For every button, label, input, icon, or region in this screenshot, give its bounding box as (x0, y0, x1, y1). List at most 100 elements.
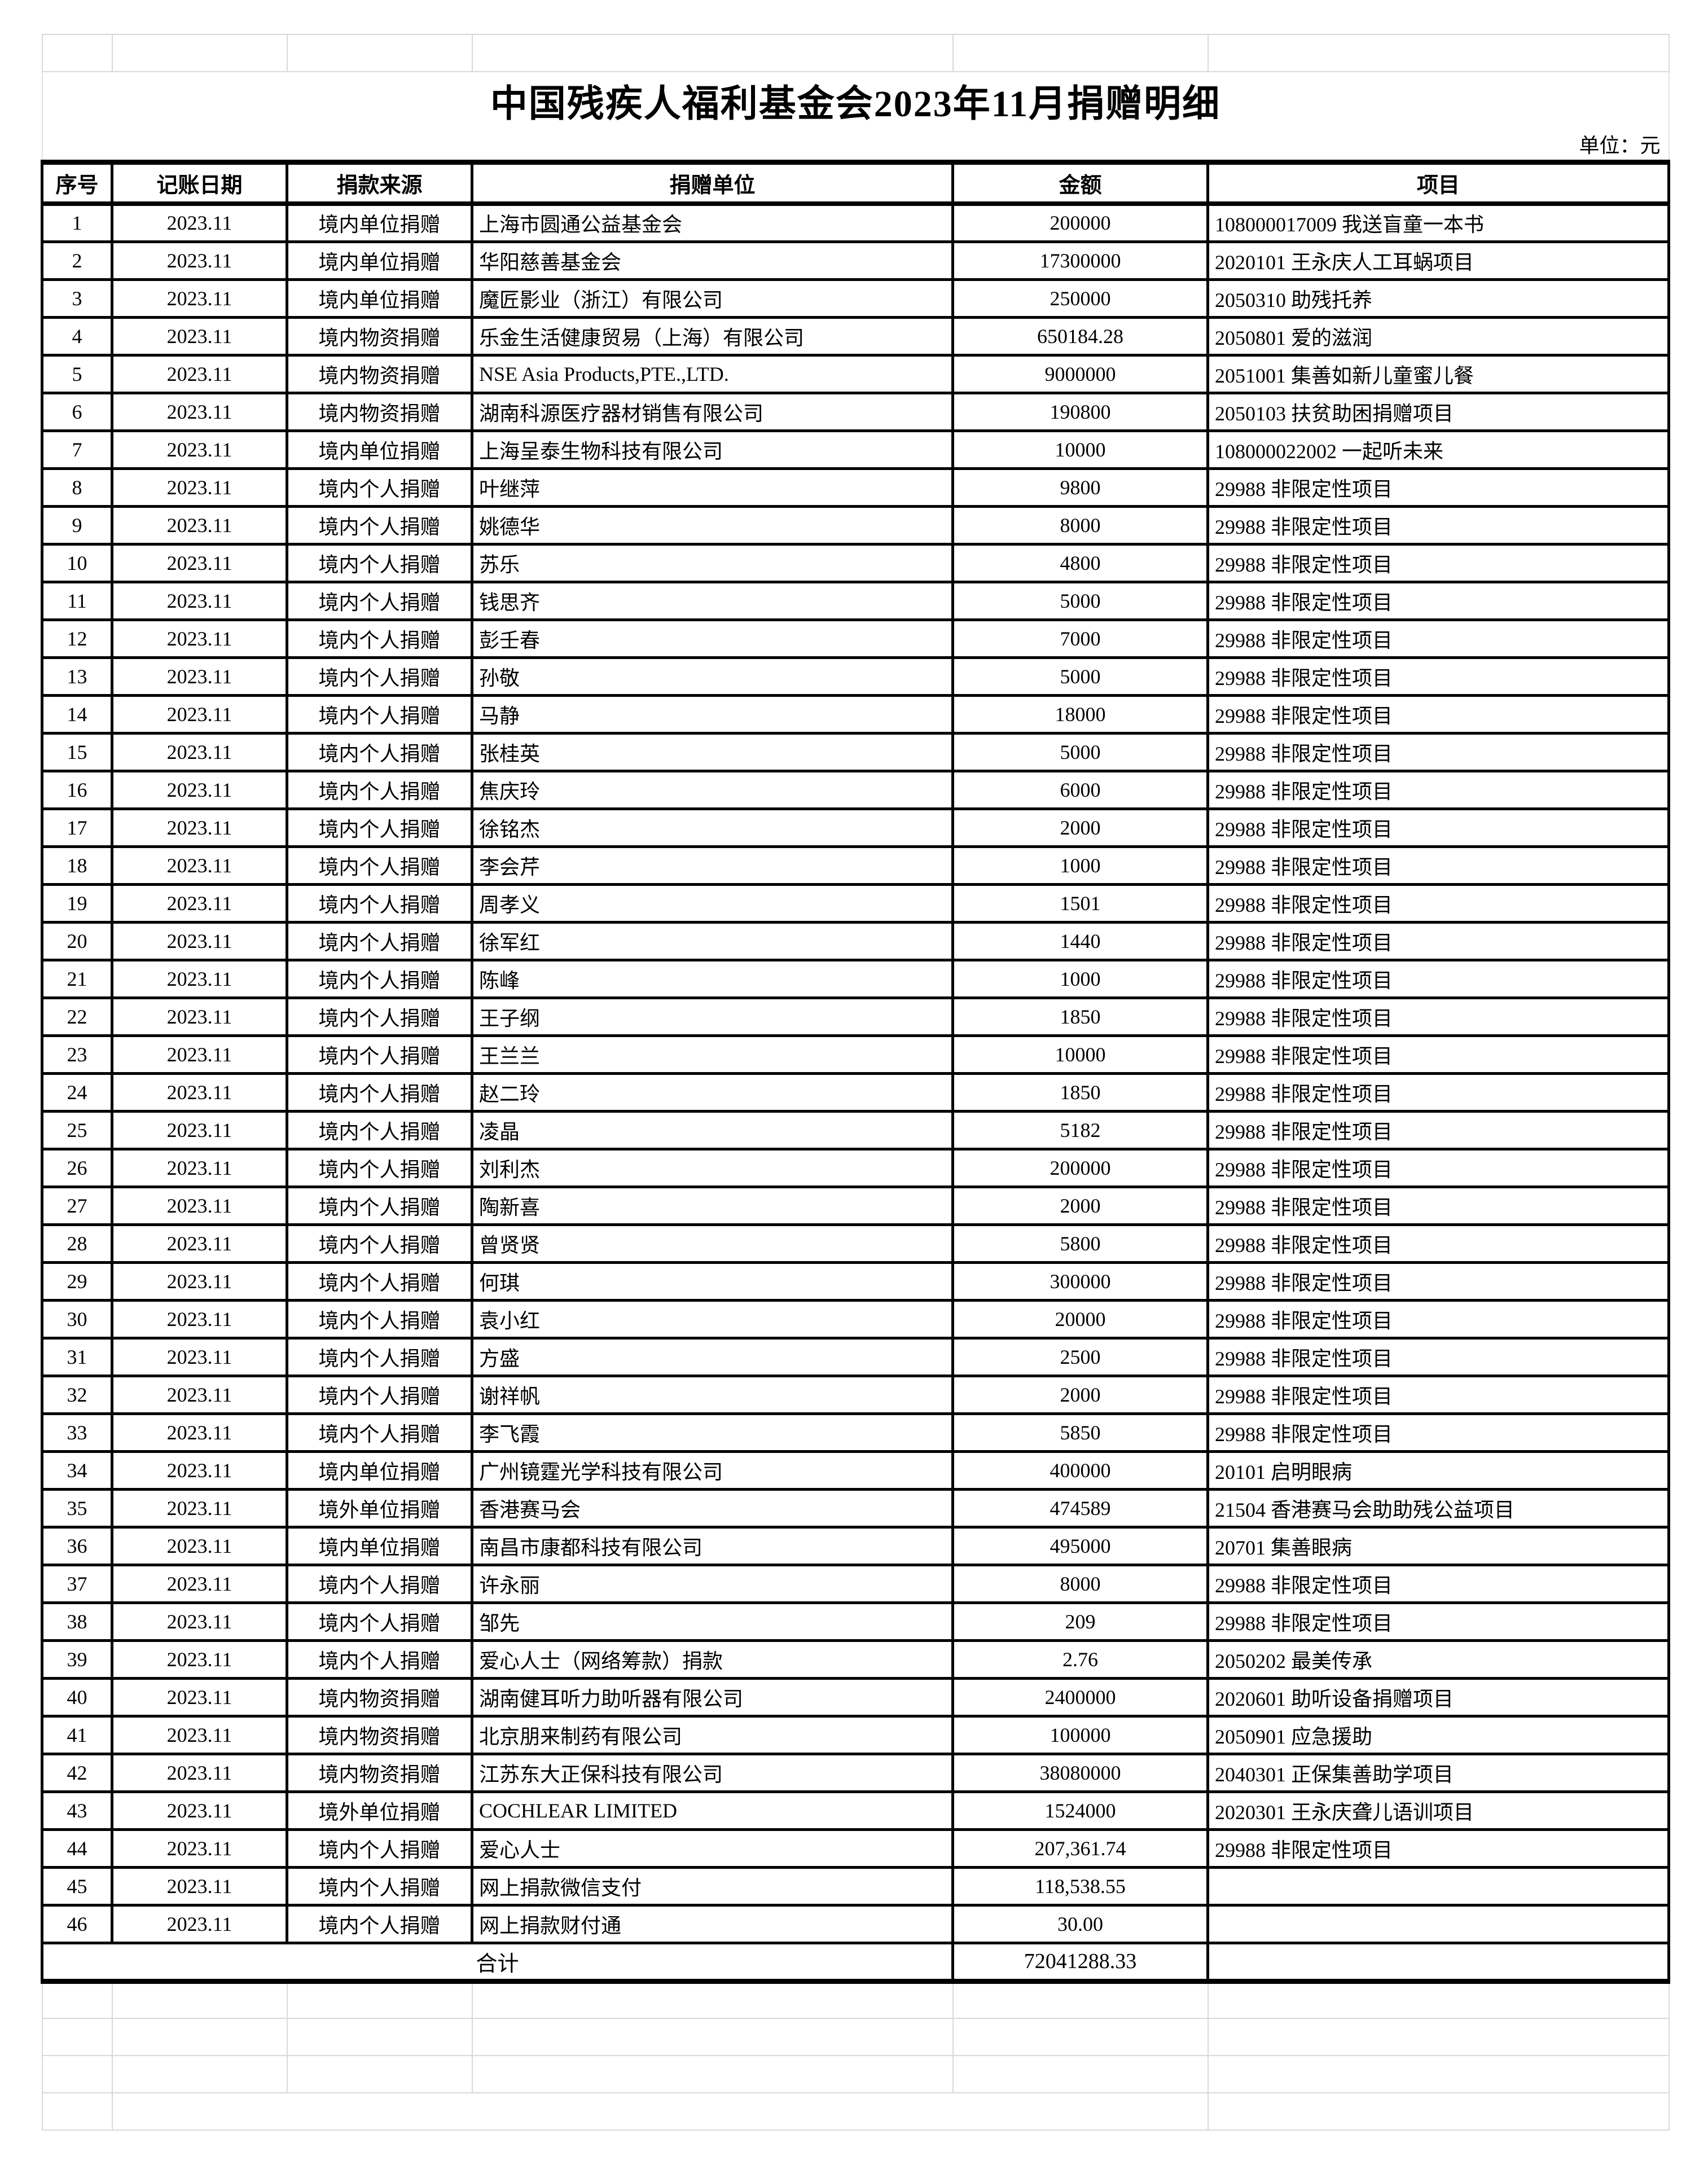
row-date: 2023.11 (111, 1261, 288, 1302)
row-date: 2023.11 (111, 1147, 288, 1188)
row-amount: 400000 (951, 1450, 1209, 1491)
row-project: 29988 非限定性项目 (1206, 1185, 1670, 1226)
empty-cell (952, 2018, 1209, 2056)
row-date: 2023.11 (111, 1298, 288, 1340)
row-date: 2023.11 (111, 1487, 288, 1529)
row-date: 2023.11 (111, 1450, 288, 1491)
row-date: 2023.11 (111, 391, 288, 432)
row-number: 12 (41, 618, 113, 659)
row-project (1206, 1865, 1670, 1907)
row-amount: 1000 (951, 845, 1209, 886)
empty-cell (952, 2055, 1209, 2093)
row-number: 41 (41, 1714, 113, 1755)
row-amount: 209 (951, 1601, 1209, 1642)
row-date: 2023.11 (111, 1374, 288, 1415)
row-amount: 1850 (951, 1072, 1209, 1113)
row-donor: 彭壬春 (471, 618, 954, 659)
row-number: 35 (41, 1487, 113, 1529)
row-number: 19 (41, 882, 113, 924)
row-date: 2023.11 (111, 656, 288, 697)
row-date: 2023.11 (111, 1412, 288, 1453)
empty-cell (1207, 2092, 1670, 2131)
row-source: 境内单位捐赠 (286, 1525, 473, 1566)
col-header-amount: 金额 (951, 159, 1209, 206)
empty-cell (471, 2018, 954, 2056)
row-date: 2023.11 (111, 845, 288, 886)
row-date: 2023.11 (111, 504, 288, 546)
row-project: 29988 非限定性项目 (1206, 1374, 1670, 1415)
row-source: 境内个人捐赠 (286, 1147, 473, 1188)
row-donor: 王兰兰 (471, 1034, 954, 1075)
row-source: 境内个人捐赠 (286, 1034, 473, 1075)
row-number: 34 (41, 1450, 113, 1491)
row-date: 2023.11 (111, 1639, 288, 1680)
row-number: 46 (41, 1903, 113, 1944)
row-source: 境内个人捐赠 (286, 656, 473, 697)
empty-cell (952, 34, 1209, 72)
row-donor: 湖南科源医疗器材销售有限公司 (471, 391, 954, 432)
empty-cell (41, 2092, 113, 2131)
row-project: 29988 非限定性项目 (1206, 467, 1670, 508)
empty-cell (1207, 1981, 1670, 2019)
row-source: 境内物资捐赠 (286, 1752, 473, 1793)
empty-cell (1207, 2055, 1670, 2093)
empty-grid-row (41, 2055, 1670, 2093)
row-number: 8 (41, 467, 113, 508)
empty-cell (111, 1981, 288, 2019)
table-row: 5 2023.11 境内物资捐赠 NSE Asia Products,PTE.,LTD… (41, 353, 1670, 394)
row-project: 2050310 助残托养 (1206, 278, 1670, 319)
row-amount: 1000 (951, 958, 1209, 999)
row-amount: 9800 (951, 467, 1209, 508)
row-date: 2023.11 (111, 467, 288, 508)
row-amount: 8000 (951, 1563, 1209, 1604)
row-project: 108000017009 我送盲童一本书 (1206, 202, 1670, 243)
row-donor: 方盛 (471, 1336, 954, 1377)
table-row: 24 2023.11 境内个人捐赠 赵二玲 1850 29988 非限定性项目 (41, 1072, 1670, 1113)
empty-grid-row (41, 34, 1670, 72)
row-source: 境内个人捐赠 (286, 504, 473, 546)
row-date: 2023.11 (111, 1223, 288, 1264)
row-number: 26 (41, 1147, 113, 1188)
row-number: 20 (41, 920, 113, 961)
table-row: 15 2023.11 境内个人捐赠 张桂英 5000 29988 非限定性项目 (41, 731, 1670, 772)
empty-cell (1207, 2018, 1670, 2056)
row-number: 24 (41, 1072, 113, 1113)
row-project: 29988 非限定性项目 (1206, 845, 1670, 886)
table-row: 33 2023.11 境内个人捐赠 李飞霞 5850 29988 非限定性项目 (41, 1412, 1670, 1453)
table-row: 7 2023.11 境内单位捐赠 上海呈泰生物科技有限公司 10000 108000022… (41, 429, 1670, 470)
row-source: 境内个人捐赠 (286, 1865, 473, 1907)
row-source: 境内个人捐赠 (286, 467, 473, 508)
row-project: 2020301 王永庆聋儿语训项目 (1206, 1790, 1670, 1831)
row-donor: 马静 (471, 693, 954, 735)
row-donor: 上海呈泰生物科技有限公司 (471, 429, 954, 470)
row-project: 29988 非限定性项目 (1206, 1261, 1670, 1302)
row-number: 42 (41, 1752, 113, 1793)
row-amount: 118,538.55 (951, 1865, 1209, 1907)
row-source: 境内个人捐赠 (286, 1109, 473, 1151)
row-source: 境内个人捐赠 (286, 1185, 473, 1226)
row-date: 2023.11 (111, 693, 288, 735)
row-amount: 5182 (951, 1109, 1209, 1151)
row-project (1206, 1903, 1670, 1944)
row-number: 14 (41, 693, 113, 735)
table-row: 11 2023.11 境内个人捐赠 钱思齐 5000 29988 非限定性项目 (41, 580, 1670, 621)
col-header-donor: 捐赠单位 (471, 159, 954, 206)
row-project: 2020101 王永庆人工耳蜗项目 (1206, 240, 1670, 281)
row-project: 29988 非限定性项目 (1206, 1563, 1670, 1604)
row-donor: 钱思齐 (471, 580, 954, 621)
table-row: 46 2023.11 境内个人捐赠 网上捐款财付通 30.00 (41, 1903, 1670, 1944)
table-row: 26 2023.11 境内个人捐赠 刘利杰 200000 29988 非限定性项目 (41, 1147, 1670, 1188)
row-donor: 爱心人士（网络筹款）捐款 (471, 1639, 954, 1680)
title-row: 中国残疾人福利基金会2023年11月捐赠明细 (41, 72, 1670, 128)
row-amount: 5000 (951, 656, 1209, 697)
row-date: 2023.11 (111, 1676, 288, 1718)
row-amount: 1440 (951, 920, 1209, 961)
table-row: 36 2023.11 境内单位捐赠 南昌市康都科技有限公司 495000 20701 集善… (41, 1525, 1670, 1566)
row-project: 29988 非限定性项目 (1206, 1034, 1670, 1075)
row-amount: 1524000 (951, 1790, 1209, 1831)
row-date: 2023.11 (111, 580, 288, 621)
table-row: 18 2023.11 境内个人捐赠 李会芹 1000 29988 非限定性项目 (41, 845, 1670, 886)
row-donor: 叶继萍 (471, 467, 954, 508)
row-date: 2023.11 (111, 731, 288, 772)
row-project: 2020601 助听设备捐赠项目 (1206, 1676, 1670, 1718)
